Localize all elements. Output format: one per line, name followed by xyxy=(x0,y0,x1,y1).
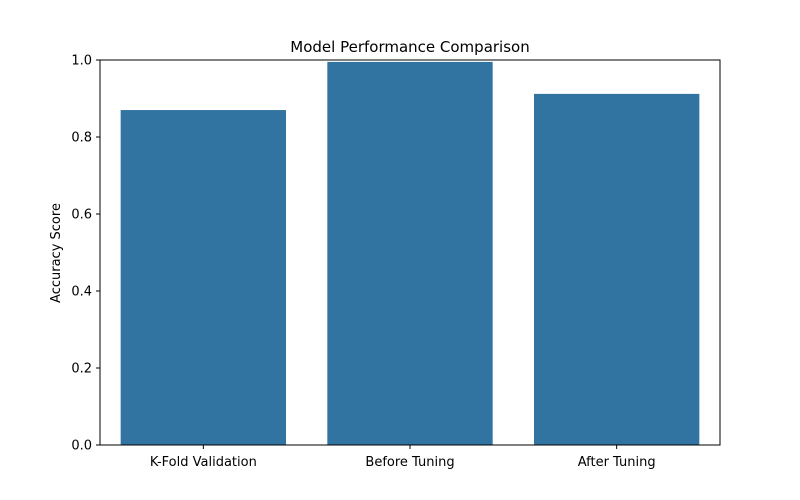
bar-2 xyxy=(534,93,700,445)
bar-1 xyxy=(327,61,493,446)
bars-group xyxy=(120,61,700,446)
y-tick-label-5: 1.0 xyxy=(71,54,92,69)
y-tick-label-2: 0.4 xyxy=(71,285,92,300)
x-tick-label-1: Before Tuning xyxy=(365,455,454,470)
y-tick-label-3: 0.6 xyxy=(71,208,92,223)
y-axis-ticks: 0.0 0.2 0.4 0.6 0.8 1.0 xyxy=(71,54,100,454)
y-tick-label-4: 0.8 xyxy=(71,131,92,146)
x-axis-ticks: K-Fold Validation Before Tuning After Tuni… xyxy=(150,445,656,470)
y-tick-label-1: 0.2 xyxy=(71,362,92,377)
x-tick-label-0: K-Fold Validation xyxy=(150,455,257,470)
chart-title: Model Performance Comparison xyxy=(290,38,529,56)
y-tick-label-0: 0.0 xyxy=(71,439,92,454)
x-tick-label-2: After Tuning xyxy=(578,455,656,470)
y-axis-label: Accuracy Score xyxy=(49,203,64,303)
bar-0 xyxy=(120,110,287,446)
